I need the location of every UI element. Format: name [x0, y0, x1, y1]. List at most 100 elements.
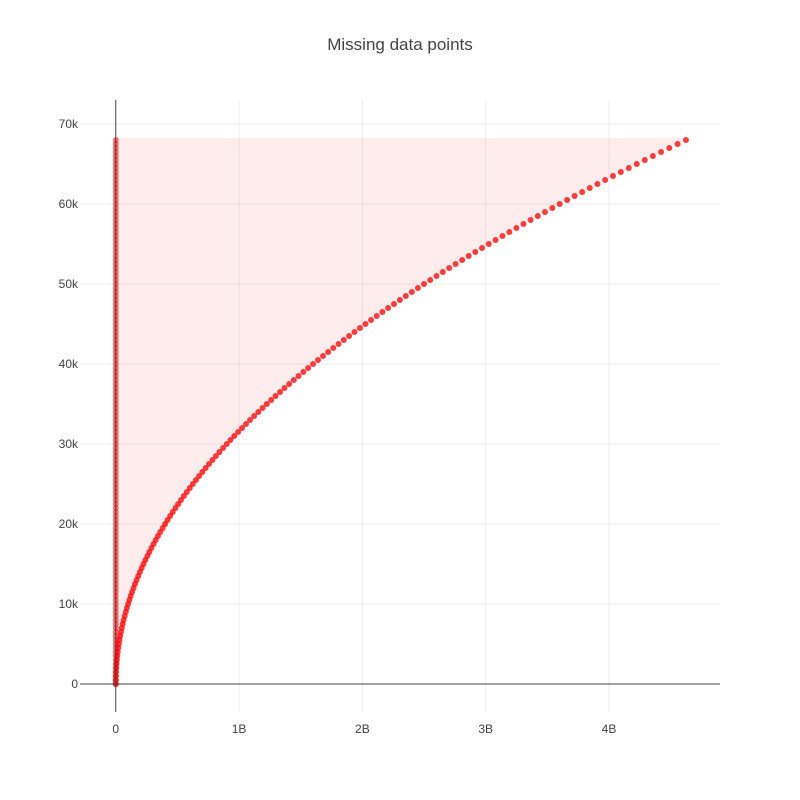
- data-point: [373, 313, 380, 319]
- data-point: [649, 153, 656, 159]
- data-point: [223, 441, 230, 447]
- data-point: [617, 169, 624, 175]
- data-point: [625, 165, 632, 171]
- data-point: [402, 293, 409, 299]
- data-point: [368, 317, 375, 323]
- data-point: [439, 269, 446, 275]
- data-point: [192, 477, 199, 483]
- data-point: [421, 281, 428, 287]
- data-point: [272, 393, 279, 399]
- data-point: [658, 149, 665, 155]
- data-points: [112, 137, 689, 687]
- grid: [80, 100, 720, 712]
- data-point: [320, 353, 327, 359]
- data-point: [259, 405, 266, 411]
- data-point: [247, 417, 254, 423]
- data-point: [513, 225, 520, 231]
- data-point: [379, 309, 386, 315]
- data-point: [199, 469, 206, 475]
- data-point: [527, 217, 534, 223]
- data-point: [310, 361, 317, 367]
- data-point: [408, 289, 415, 295]
- data-point: [281, 385, 288, 391]
- data-point: [682, 137, 689, 143]
- data-point: [556, 201, 563, 207]
- data-point: [465, 253, 472, 259]
- data-point: [243, 421, 250, 427]
- y-tick-label: 70k: [59, 117, 79, 131]
- y-tick-label: 10k: [59, 597, 79, 611]
- data-point: [520, 221, 527, 227]
- data-point: [534, 213, 541, 219]
- data-point: [330, 345, 337, 351]
- data-point: [641, 157, 648, 163]
- y-tick-label: 40k: [59, 357, 79, 371]
- x-tick-label: 1B: [232, 722, 247, 736]
- y-tick-label: 0: [71, 677, 78, 691]
- data-point: [506, 229, 513, 235]
- data-point: [231, 433, 238, 439]
- data-point: [499, 233, 506, 239]
- data-point: [602, 177, 609, 183]
- axes: [80, 100, 720, 712]
- data-point: [202, 465, 209, 471]
- data-point: [235, 429, 242, 435]
- data-point: [452, 261, 459, 267]
- data-point: [549, 205, 556, 211]
- data-point: [277, 389, 284, 395]
- data-point: [633, 161, 640, 167]
- data-point: [433, 273, 440, 279]
- data-point: [263, 401, 270, 407]
- x-tick-label: 2B: [355, 722, 370, 736]
- data-point: [239, 425, 246, 431]
- data-point: [346, 333, 353, 339]
- x-tick-label: 3B: [478, 722, 493, 736]
- data-point: [446, 265, 453, 271]
- data-point: [492, 237, 499, 243]
- data-point: [300, 369, 307, 375]
- data-point: [571, 193, 578, 199]
- tick-labels: 0 1B 2B 3B 4B 0 10k 20k 30k 40k 50k 60k 70k: [59, 117, 617, 736]
- data-point: [586, 185, 593, 191]
- data-point: [485, 241, 492, 247]
- data-point: [472, 249, 479, 255]
- data-point: [564, 197, 571, 203]
- data-point: [286, 381, 293, 387]
- data-point: [396, 297, 403, 303]
- data-point: [206, 461, 213, 467]
- data-point: [212, 453, 219, 459]
- data-point: [356, 325, 363, 331]
- data-point: [479, 245, 486, 251]
- data-point: [335, 341, 342, 347]
- data-point: [542, 209, 549, 215]
- data-point: [385, 305, 392, 311]
- data-point: [390, 301, 397, 307]
- x-tick-label: 4B: [602, 722, 617, 736]
- data-point: [290, 377, 297, 383]
- data-point: [609, 173, 616, 179]
- data-point: [362, 321, 369, 327]
- data-point: [459, 257, 466, 263]
- data-point: [220, 445, 227, 451]
- data-point: [325, 349, 332, 355]
- data-point: [315, 357, 322, 363]
- data-point: [340, 337, 347, 343]
- data-point: [227, 437, 234, 443]
- data-point: [674, 141, 681, 147]
- data-point: [305, 365, 312, 371]
- x-tick-label: 0: [112, 722, 119, 736]
- y-tick-label: 50k: [59, 277, 79, 291]
- y-tick-label: 30k: [59, 437, 79, 451]
- data-point: [251, 413, 258, 419]
- y-tick-label: 20k: [59, 517, 79, 531]
- data-point: [268, 397, 275, 403]
- data-point: [216, 449, 223, 455]
- y-tick-label: 60k: [59, 197, 79, 211]
- data-point: [594, 181, 601, 187]
- data-point: [579, 189, 586, 195]
- data-point: [196, 473, 203, 479]
- data-point: [209, 457, 216, 463]
- data-point: [427, 277, 434, 283]
